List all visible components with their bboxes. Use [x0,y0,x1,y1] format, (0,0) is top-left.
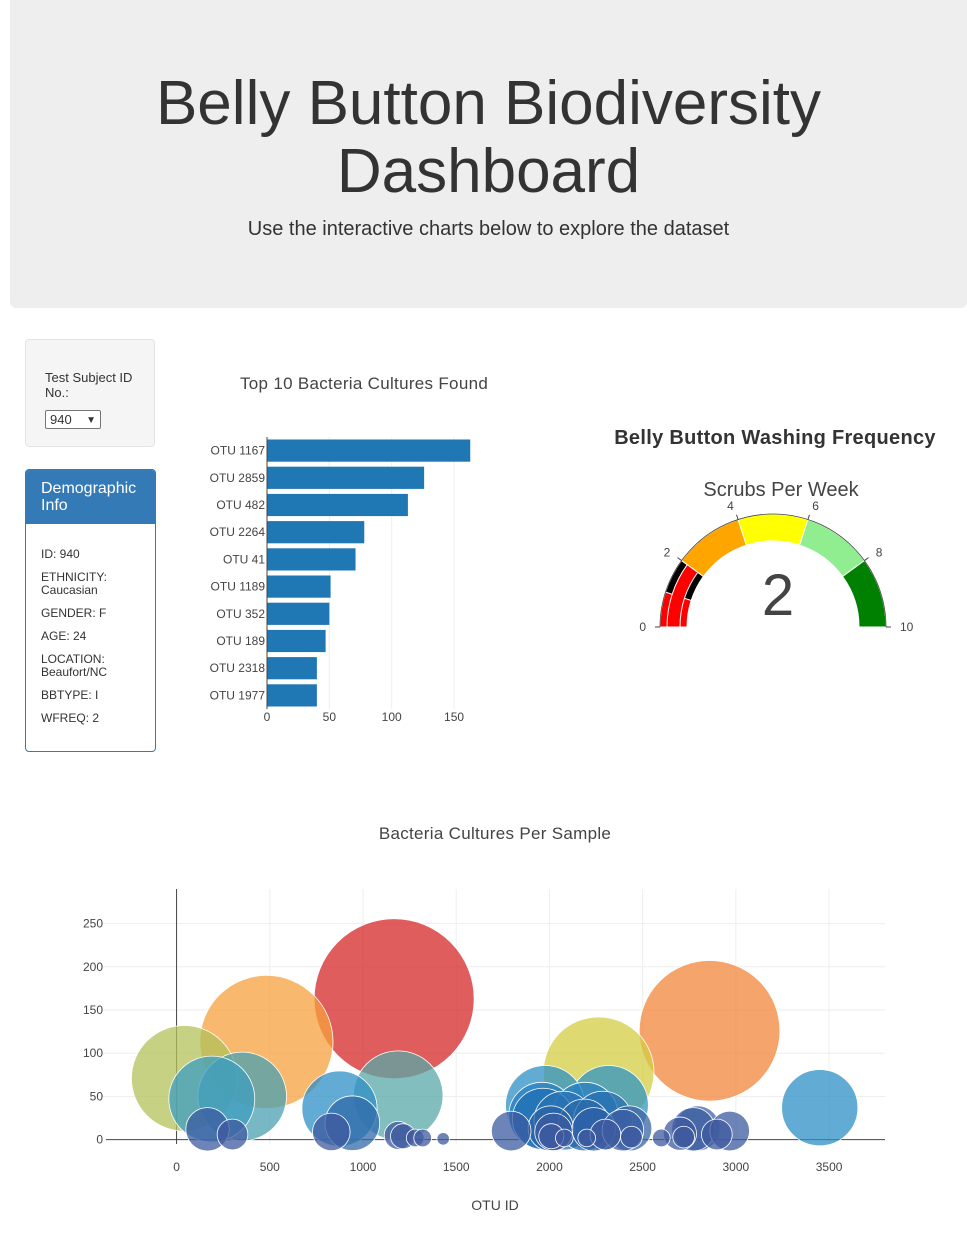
bar-8 [267,657,317,680]
bar-x-tick-label: 100 [382,710,402,724]
gauge-value-number: 2 [762,563,794,628]
bar-category-label: OTU 189 [216,634,265,648]
gauge-tick-label: 4 [727,499,734,513]
demographic-info-body: ID: 940 ETHNICITY: Caucasian GENDER: F A… [26,524,155,725]
bubble-y-tick-label: 250 [83,917,103,931]
bar-7 [267,629,326,653]
subject-id-select[interactable]: 940 ▼ [45,410,101,429]
bubble-40 [620,1125,643,1149]
bubble-x-tick-label: 1500 [443,1160,470,1174]
bar-category-label: OTU 2859 [210,471,266,485]
bubble-y-tick-label: 50 [90,1089,104,1103]
demographic-wfreq: WFREQ: 2 [41,711,100,725]
bubble-41 [555,1128,574,1148]
bubble-31 [701,1118,733,1151]
bubble-28 [312,1112,351,1152]
bar-category-label: OTU 41 [223,552,265,566]
gauge-tick-label: 10 [900,620,914,634]
bubble-44 [436,1132,450,1146]
gauge-tick-label: 0 [639,620,646,634]
bar-6 [267,602,330,625]
gauge-tick-1 [677,557,682,561]
page-title-line2: Dashboard [336,137,641,206]
bar-9 [267,684,317,707]
demographic-gender: GENDER: F [41,606,107,620]
bar-category-label: OTU 1189 [211,580,266,594]
bubble-y-tick-label: 200 [83,960,103,974]
bubble-42 [577,1128,596,1148]
gauge-step-3 [737,513,809,546]
bubble-y-tick-label: 150 [83,1003,103,1017]
bar-category-label: OTU 2318 [210,661,266,675]
bubble-43 [652,1128,671,1148]
bar-0 [267,439,471,462]
bubble-x-tick-label: 500 [260,1160,280,1174]
bubble-x-tick-label: 1000 [350,1160,377,1174]
gauge-subtitle: Scrubs Per Week [703,479,859,501]
subject-selector-well: Test Subject ID No.: 940 ▼ [25,339,155,447]
bubble-x-tick-label: 2000 [536,1160,563,1174]
bar-2 [267,493,408,517]
bubble-1 [638,960,781,1102]
bar-x-tick-label: 150 [444,710,464,724]
bubble-x-axis-label: OTU ID [471,1197,518,1213]
gauge-tick-label: 6 [812,499,819,513]
demographic-location: LOCATION: Beaufort/NC [41,652,108,679]
subject-selector-label: Test Subject ID No.: [45,370,133,400]
bubble-y-tick-label: 100 [83,1046,103,1060]
page-title: Belly Button Biodiversity Dashboard [10,70,967,206]
demographic-info-panel: Demographic Info ID: 940 ETHNICITY: Cauc… [25,469,156,752]
bubble-x-tick-label: 2500 [629,1160,656,1174]
page-title-line1: Belly Button Biodiversity [155,69,822,138]
header-jumbotron: Belly Button Biodiversity Dashboard Use … [10,0,967,308]
gauge-tick-4 [864,557,869,561]
bubble-37 [672,1125,695,1149]
bar-x-tick-label: 50 [323,710,337,724]
gauge-title: Belly Button Washing Frequency [614,427,936,449]
demographic-id: ID: 940 [41,547,80,561]
bar-3 [267,521,365,544]
bubble-32 [216,1118,249,1151]
gauge-tick-3 [807,514,810,520]
bar-5 [267,575,331,598]
bar-category-label: OTU 2264 [210,525,266,539]
bubble-y-tick-label: 0 [96,1133,103,1147]
bubble-27 [490,1110,532,1152]
demographic-bbtype: BBTYPE: I [41,688,99,702]
bar-4 [267,548,356,571]
gauge-value-bar [666,563,699,628]
demographic-info-heading: Demographic Info [26,470,155,524]
gauge-tick-label: 8 [876,545,883,559]
bubble-x-tick-label: 3000 [723,1160,750,1174]
bubble-x-tick-label: 0 [173,1160,180,1174]
bubble-39 [413,1128,432,1148]
demographic-age: AGE: 24 [41,629,87,643]
gauge-outline [659,513,887,628]
bar-1 [267,466,425,489]
bubble-chart-title: Bacteria Cultures Per Sample [379,824,611,843]
bar-category-label: OTU 352 [216,607,265,621]
demographic-ethnicity: ETHNICITY: Caucasian [41,570,108,597]
washing-frequency-gauge: Belly Button Washing Frequency Scrubs Per… [614,427,936,634]
bubble-10 [781,1069,859,1147]
subject-id-value: 940 [50,412,72,427]
bar-category-label: OTU 482 [216,498,265,512]
bar-x-tick-label: 0 [264,710,271,724]
page-subtitle: Use the interactive charts below to expl… [247,218,730,240]
bar-chart-title: Top 10 Bacteria Cultures Found [240,374,488,393]
top10-bar-chart: Top 10 Bacteria Cultures Found 0 50 100 150 O… [210,374,488,724]
bar-category-label: OTU 1167 [211,444,266,458]
bubble-x-tick-label: 3500 [816,1160,843,1174]
chevron-down-icon: ▼ [86,415,96,426]
gauge-tick-label: 2 [664,545,671,559]
bar-category-label: OTU 1977 [210,688,266,702]
gauge-tick-2 [736,514,739,520]
